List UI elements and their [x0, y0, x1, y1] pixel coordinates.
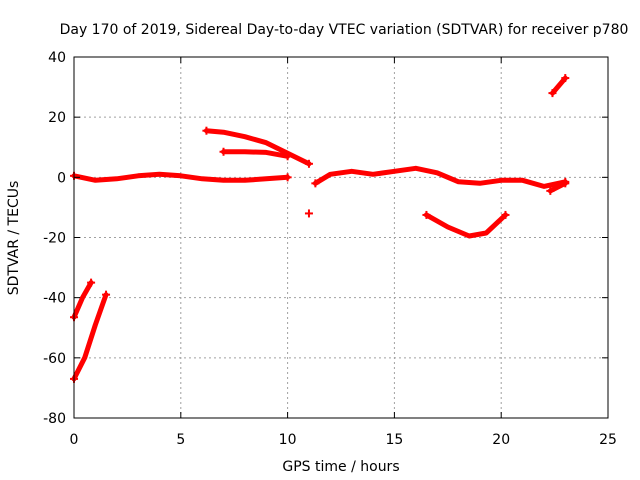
axis-tick-labels: 0 5 10 15 20 25 -80 -60 -40 -20 0 20 40 [43, 50, 617, 448]
x-tick-label: 25 [599, 432, 617, 448]
series-arc-5 [312, 165, 568, 189]
x-tick-label: 5 [176, 432, 185, 448]
series-arc-7 [547, 180, 568, 194]
series-arc-2 [203, 128, 312, 167]
grid [74, 57, 608, 418]
y-tick-label: -40 [43, 291, 66, 307]
axis-ticks [73, 56, 609, 419]
y-tick-label: 20 [48, 110, 66, 126]
series-arc-6 [423, 212, 508, 239]
x-tick-label: 20 [492, 432, 510, 448]
y-tick-label: 40 [48, 50, 66, 66]
series-arc-10 [71, 292, 109, 382]
x-tick-label: 0 [70, 432, 79, 448]
y-tick-label: 0 [57, 170, 66, 186]
y-axis-label: SDTVAR / TECUs [6, 181, 22, 296]
y-tick-label: -80 [43, 411, 66, 427]
series-arc-1 [71, 171, 291, 183]
chart-title: Day 170 of 2019, Sidereal Day-to-day VTE… [60, 22, 629, 38]
x-tick-label: 15 [385, 432, 403, 448]
x-axis-label: GPS time / hours [282, 459, 399, 475]
y-tick-label: -20 [43, 231, 66, 247]
series-arc-4 [304, 209, 313, 218]
series-arc-9 [71, 280, 94, 320]
series-arc-3 [221, 149, 291, 159]
y-tick-label: -60 [43, 351, 66, 367]
x-tick-label: 10 [279, 432, 297, 448]
series-arc-8 [550, 75, 568, 96]
data-series [70, 74, 570, 383]
